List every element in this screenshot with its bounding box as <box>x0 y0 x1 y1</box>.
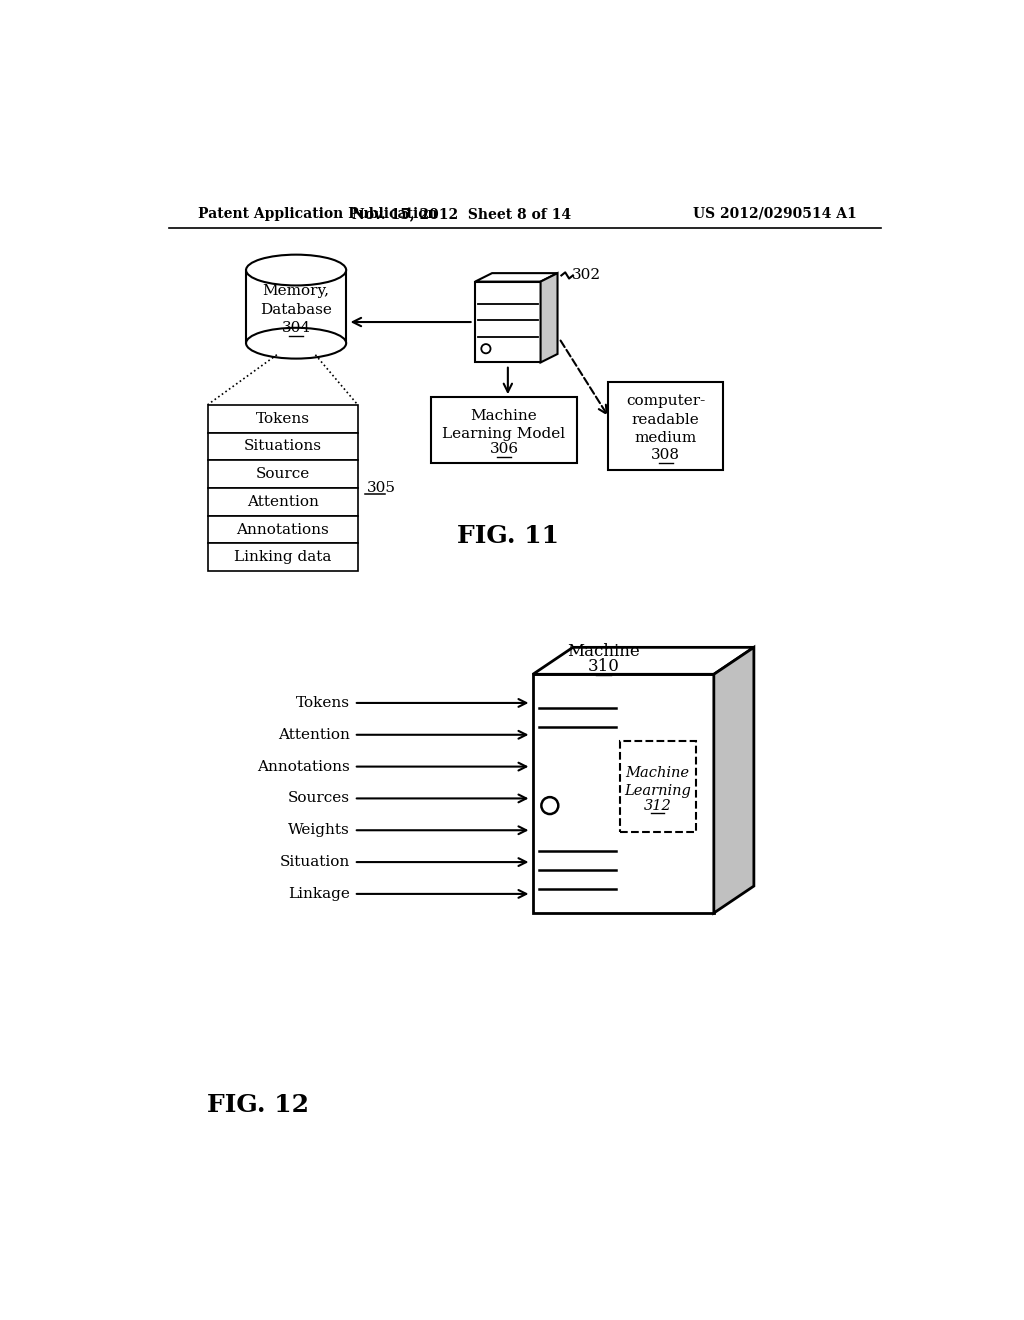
Text: Situations: Situations <box>244 440 322 453</box>
Bar <box>208 433 357 461</box>
Text: Patent Application Publication: Patent Application Publication <box>199 207 438 220</box>
Text: US 2012/0290514 A1: US 2012/0290514 A1 <box>692 207 856 220</box>
Polygon shape <box>475 273 557 281</box>
Bar <box>532 675 714 913</box>
Text: Tokens: Tokens <box>256 412 309 425</box>
Text: computer-
readable
medium: computer- readable medium <box>626 395 706 445</box>
Bar <box>608 381 724 470</box>
Text: Annotations: Annotations <box>257 759 350 774</box>
Text: FIG. 12: FIG. 12 <box>207 1093 308 1118</box>
Polygon shape <box>532 647 754 675</box>
Text: 302: 302 <box>571 268 600 282</box>
Ellipse shape <box>246 255 346 285</box>
Bar <box>620 741 695 832</box>
Bar <box>208 488 357 516</box>
Bar <box>208 461 357 488</box>
Text: 304: 304 <box>282 321 310 335</box>
Text: Annotations: Annotations <box>237 523 329 536</box>
Text: Attention: Attention <box>279 727 350 742</box>
Text: Weights: Weights <box>289 824 350 837</box>
Bar <box>246 271 346 343</box>
Text: Machine
Learning: Machine Learning <box>624 766 691 797</box>
Text: Memory,
Database: Memory, Database <box>260 284 332 317</box>
Polygon shape <box>541 273 557 363</box>
Text: 305: 305 <box>367 480 396 495</box>
Text: Source: Source <box>256 467 309 480</box>
Bar <box>208 405 357 433</box>
Text: 308: 308 <box>651 449 680 462</box>
Text: Attention: Attention <box>247 495 318 508</box>
Text: 312: 312 <box>644 799 672 813</box>
Text: FIG. 11: FIG. 11 <box>457 524 559 548</box>
Polygon shape <box>714 647 754 913</box>
Bar <box>431 397 578 462</box>
Text: Linking data: Linking data <box>233 550 332 564</box>
Bar <box>208 516 357 544</box>
Text: Tokens: Tokens <box>296 696 350 710</box>
Text: Situation: Situation <box>280 855 350 869</box>
Text: 310: 310 <box>588 659 620 675</box>
Ellipse shape <box>246 327 346 359</box>
Text: Machine
Learning Model: Machine Learning Model <box>442 409 565 441</box>
Bar <box>475 281 541 363</box>
Text: 306: 306 <box>489 442 518 457</box>
Text: Linkage: Linkage <box>288 887 350 902</box>
Text: Sources: Sources <box>288 792 350 805</box>
Bar <box>208 544 357 572</box>
Text: Nov. 15, 2012  Sheet 8 of 14: Nov. 15, 2012 Sheet 8 of 14 <box>352 207 571 220</box>
Text: Machine: Machine <box>567 643 640 660</box>
